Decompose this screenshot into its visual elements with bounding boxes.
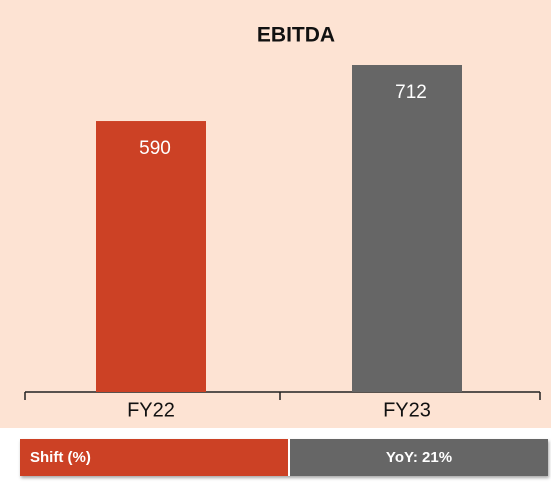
bar	[352, 65, 462, 392]
summary-bar: Shift (%) YoY: 21%	[20, 439, 548, 476]
chart: EBITDA 590 FY22 712 FY23	[0, 0, 551, 428]
data-label: 590	[139, 138, 171, 159]
chart-background	[0, 0, 551, 428]
data-label: 712	[395, 82, 427, 103]
bar	[96, 121, 206, 393]
summary-label: Shift (%)	[20, 439, 290, 476]
x-tick-label: FY23	[383, 399, 431, 421]
summary-value: YoY: 21%	[290, 439, 548, 476]
x-tick-label: FY22	[127, 399, 175, 421]
chart-title: EBITDA	[257, 24, 335, 47]
